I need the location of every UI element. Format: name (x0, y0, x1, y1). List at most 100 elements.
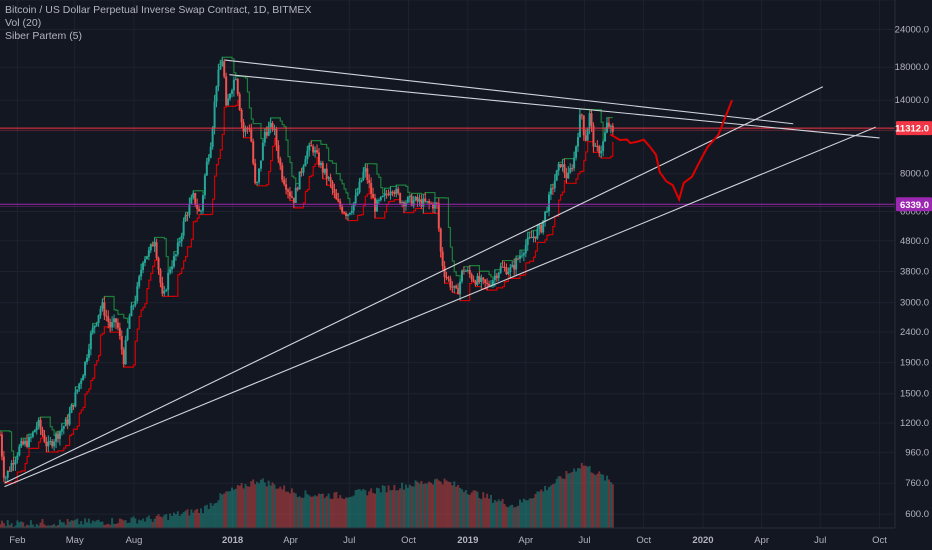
candle-body (68, 412, 71, 425)
volume-bar (611, 484, 614, 528)
volume-bar (596, 473, 599, 528)
price-tick-label: 24000.0 (895, 24, 929, 35)
candle-body (64, 419, 67, 427)
candle-body (70, 404, 73, 413)
candle (468, 265, 471, 278)
candle-body (360, 179, 363, 182)
volume-bar (449, 482, 452, 528)
candle-body (443, 266, 446, 278)
candle-body (172, 256, 175, 267)
candle (350, 206, 353, 216)
candle (294, 183, 297, 203)
candle-body (524, 244, 527, 254)
candle-body (333, 189, 336, 193)
candle-body (526, 237, 529, 245)
candle-body (459, 281, 462, 295)
candle-body (252, 141, 255, 164)
volume-bar (74, 519, 77, 528)
volume-bar (134, 518, 137, 528)
trendline (224, 59, 794, 125)
volume-bar (522, 498, 525, 528)
candle-body (549, 188, 552, 195)
volume-bar (497, 499, 500, 528)
volume-bar (401, 482, 404, 528)
volume-bar (507, 507, 510, 528)
time-axis[interactable]: Feb May Aug 2018 Apr Jul Oct 2019 Apr Jul Oct 2020 A… (0, 527, 932, 550)
volume-bar (455, 486, 458, 528)
siber-partem-indicator-label[interactable]: Siber Partem (5) (5, 30, 83, 42)
candle (68, 407, 71, 427)
candle (387, 189, 390, 197)
candle-body (232, 79, 235, 91)
candle-body (16, 455, 19, 460)
price-badge-bg (896, 197, 932, 212)
candle-body (513, 264, 516, 270)
candle (116, 318, 119, 331)
candle (200, 209, 203, 215)
candle-body (219, 66, 222, 70)
volume-bar (474, 490, 477, 528)
candle-body (142, 262, 145, 271)
volume-bar (72, 520, 75, 528)
candle-body (561, 164, 564, 167)
candle (337, 192, 340, 203)
candle (39, 417, 42, 436)
candle (495, 272, 498, 282)
candle-body (522, 253, 525, 256)
volume-bar (312, 496, 315, 528)
price-tick-label: 4800.0 (900, 236, 929, 247)
candle-body (607, 122, 610, 127)
volume-bar (124, 520, 127, 528)
volume-bar (145, 517, 148, 528)
candle-body (230, 90, 233, 94)
candle-body (497, 272, 500, 279)
candle (167, 268, 170, 297)
volume-bar (35, 524, 38, 528)
volume-bar (172, 512, 175, 528)
volume-bar (575, 471, 578, 528)
volume-bar (0, 520, 3, 528)
candle-body (250, 129, 253, 142)
candle (567, 166, 570, 179)
candle (20, 438, 23, 449)
trendlines[interactable] (4, 59, 880, 488)
candle-body (200, 210, 203, 212)
candle-body (101, 302, 104, 309)
volume-indicator-label[interactable]: Vol (20) (5, 17, 42, 29)
candle-body (290, 196, 293, 198)
candle-body (602, 141, 605, 152)
candle-body (229, 93, 232, 99)
volume-bar (236, 485, 239, 528)
candle-body (391, 191, 394, 193)
candle (111, 316, 114, 332)
candle-body (335, 192, 338, 200)
volume-bar (273, 484, 276, 528)
volume-bar (205, 504, 208, 528)
candle (31, 431, 34, 439)
candle-body (457, 288, 460, 295)
volume-bar (6, 520, 9, 528)
volume-bar (501, 498, 504, 528)
price-axis[interactable]: 600.0 760.0 960.0 1200.0 1500.0 1900.0 2400.0 3… (894, 0, 932, 550)
candle (464, 269, 467, 272)
candle-body (460, 270, 463, 282)
trendline (229, 74, 880, 139)
candle (33, 429, 36, 433)
candle (526, 232, 529, 251)
volume-bar (559, 476, 562, 528)
volume-bar (215, 502, 218, 528)
candle (91, 323, 94, 335)
symbol-title[interactable]: Bitcoin / US Dollar Perpetual Inverse Sw… (5, 4, 312, 16)
volume-bar (85, 522, 88, 528)
candle (366, 164, 369, 184)
candle-body (424, 198, 427, 202)
candle-body (138, 276, 141, 287)
candle (221, 57, 224, 67)
candle-body (317, 152, 320, 166)
volume-bar (99, 521, 102, 528)
volume-bar (532, 498, 535, 528)
volume-bar (213, 503, 216, 528)
volume-bar (459, 487, 462, 528)
candle-body (366, 168, 369, 180)
